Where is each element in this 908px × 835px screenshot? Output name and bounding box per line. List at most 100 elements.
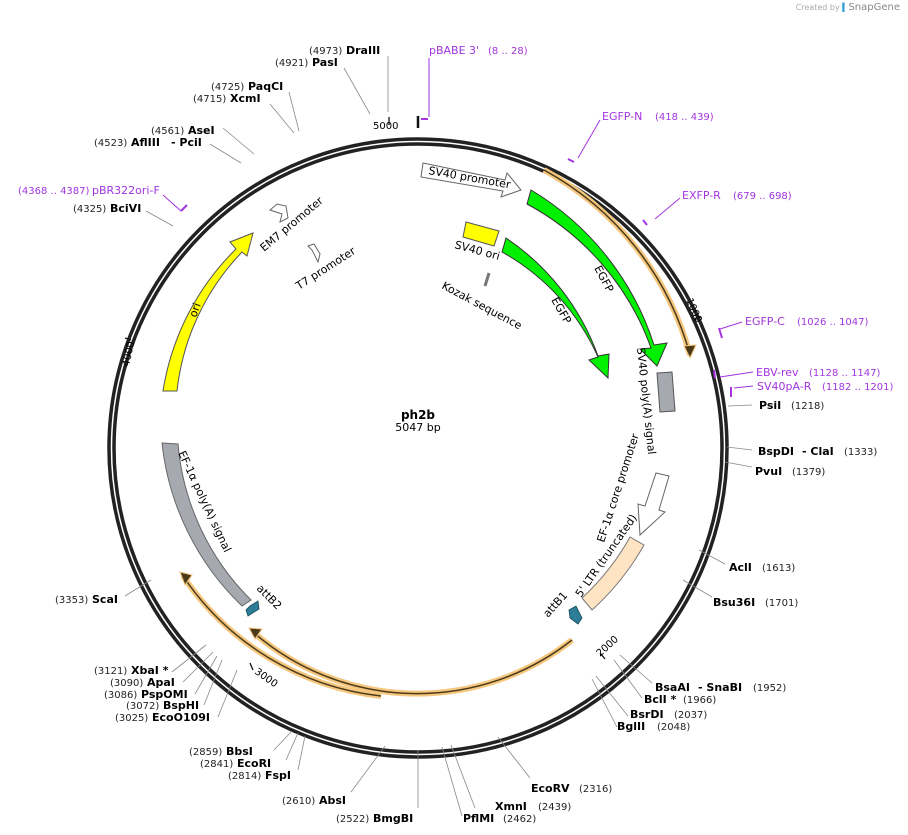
enzyme-name: PflMI xyxy=(463,812,494,825)
enzyme-pos: (3072) xyxy=(126,701,159,712)
snapgene-credit: Created by ▍SnapGene xyxy=(796,2,900,13)
feature-label: EM7 promoter xyxy=(258,194,326,254)
feature-egfp-outer[interactable]: EGFP xyxy=(526,189,668,367)
primer-sv40pa-r[interactable]: SV40pA-R (1182 .. 1201) xyxy=(730,380,894,397)
primer-pbr322ori-f[interactable]: (4368 .. 4387) pBR322ori-F xyxy=(18,184,188,212)
enzyme-name: BsaAI xyxy=(655,681,690,694)
feature-t7-promoter[interactable]: T7 promoter xyxy=(293,243,359,293)
enzyme-afliii-pcii[interactable]: (4523) AflIII - PciI xyxy=(94,136,202,149)
orf-arcs xyxy=(179,167,697,699)
enzyme-asei[interactable]: (4561) AseI xyxy=(151,124,215,137)
enzyme-pos: (1952) xyxy=(753,683,786,694)
enzyme-name: AflIII xyxy=(131,136,160,149)
enzyme-name: EcoRI xyxy=(237,757,271,770)
enzyme-name: ScaI xyxy=(92,593,118,606)
enzyme-pspomi[interactable]: (3086) PspOMI xyxy=(104,688,188,701)
primer-exfp-r[interactable]: EXFP-R (679 .. 698) xyxy=(642,189,792,226)
enzyme-bcivi[interactable]: (4325) BciVI xyxy=(73,202,141,215)
primer-label: EGFP-N xyxy=(602,110,642,123)
feature-em7-promoter[interactable]: EM7 promoter xyxy=(258,194,326,254)
enzyme-acli[interactable]: AclI (1613) xyxy=(729,561,795,574)
enzyme-ecorv[interactable]: EcoRV (2316) xyxy=(531,782,612,795)
enzyme-ecoo109i[interactable]: (3025) EcoO109I xyxy=(115,711,210,724)
feature-sv40-promoter[interactable]: SV40 promoter xyxy=(420,162,522,198)
feature-egfp-inner[interactable]: EGFP xyxy=(501,237,610,380)
enzyme-name: BbsI xyxy=(226,745,253,758)
enzyme-apai[interactable]: (3090) ApaI xyxy=(110,676,175,689)
enzyme-ecori[interactable]: (2841) EcoRI xyxy=(200,757,271,770)
snapgene-logo-icon: ▍ xyxy=(842,3,849,12)
enzyme-bspdi-clai[interactable]: BspDI - ClaI (1333) xyxy=(758,445,877,458)
plasmid-name: ph2b xyxy=(401,408,435,422)
enzyme-pos: (2462) xyxy=(503,814,536,825)
enzyme-pasi[interactable]: (4921) PasI xyxy=(275,56,338,69)
primer-range: (418 .. 439) xyxy=(655,112,714,123)
feature-kozak[interactable]: Kozak sequence xyxy=(440,272,525,332)
enzyme-pos: (1613) xyxy=(762,563,795,574)
enzyme-name: BglII xyxy=(617,720,645,733)
enzyme-name: DraIII xyxy=(346,44,380,57)
enzyme-draiii[interactable]: (4973) DraIII xyxy=(309,44,380,57)
enzyme-psii[interactable]: PsiI (1218) xyxy=(759,399,824,412)
feature-ef1a-polya[interactable]: EF-1α poly(A) signal xyxy=(161,442,252,607)
feature-ori[interactable]: ori xyxy=(162,232,254,392)
enzyme-pos: (2439) xyxy=(538,802,571,813)
enzyme-fspi[interactable]: (2814) FspI xyxy=(228,769,291,782)
enzyme-xmni[interactable]: XmnI (2439) xyxy=(495,800,571,813)
enzyme-xbai[interactable]: (3121) XbaI * xyxy=(94,664,169,677)
credit-brand: SnapGene xyxy=(848,2,900,13)
plasmid-length: 5047 bp xyxy=(395,421,440,434)
tick-3000: 3000 xyxy=(252,666,279,690)
primer-range: (679 .. 698) xyxy=(733,191,792,202)
enzyme-bmgbi[interactable]: (2522) BmgBI xyxy=(336,812,413,825)
enzyme-pos: (2814) xyxy=(228,771,261,782)
enzyme-pos: (1379) xyxy=(792,467,825,478)
enzyme-bsphi[interactable]: (3072) BspHI xyxy=(126,699,199,712)
enzyme-pos: (1218) xyxy=(791,401,824,412)
enzyme-bglii[interactable]: BglII (2048) xyxy=(617,720,690,733)
feature-label: T7 promoter xyxy=(293,244,359,293)
feature-attb2[interactable]: attB2 xyxy=(245,582,284,617)
enzyme-name: AseI xyxy=(188,124,215,137)
enzyme-pflmi[interactable]: PflMI (2462) xyxy=(463,812,536,825)
feature-label: Kozak sequence xyxy=(440,279,525,332)
primer-label: pBR322ori-F xyxy=(92,184,160,197)
enzyme-name: ApaI xyxy=(147,676,175,689)
enzyme-pvui[interactable]: PvuI (1379) xyxy=(755,465,825,478)
enzyme-name: PasI xyxy=(312,56,338,69)
enzyme-pos: (1333) xyxy=(844,447,877,458)
primer-range: (4368 .. 4387) xyxy=(18,186,90,197)
primer-egfp-c[interactable]: EGFP-C (1026 .. 1047) xyxy=(718,315,869,339)
credit-prefix: Created by xyxy=(795,3,840,12)
tick-1000: 1000 xyxy=(683,297,703,325)
primer-label: SV40pA-R xyxy=(757,380,812,393)
enzyme-pos: (4561) xyxy=(151,126,184,137)
enzyme-name: BspHI xyxy=(163,699,199,712)
feature-sv40-ori[interactable]: SV40 ori xyxy=(453,221,501,263)
enzyme-name: BmgBI xyxy=(373,812,413,825)
enzyme-paqci[interactable]: (4725) PaqCI xyxy=(211,80,283,93)
enzyme-name: BciVI xyxy=(110,202,141,215)
enzyme-pos: (3090) xyxy=(110,678,143,689)
enzyme-pos: (3025) xyxy=(115,713,148,724)
enzyme-absi[interactable]: (2610) AbsI xyxy=(282,794,346,807)
primer-pbabe3[interactable]: pBABE 3' (8 .. 28) xyxy=(421,44,528,120)
enzyme-name: PsiI xyxy=(759,399,781,412)
primer-egfp-n[interactable]: EGFP-N (418 .. 439) xyxy=(567,110,714,163)
enzyme-name: BclI * xyxy=(644,693,677,706)
enzyme-bbsi[interactable]: (2859) BbsI xyxy=(189,745,253,758)
enzyme-name: Bsu36I xyxy=(713,596,755,609)
enzyme-pos: (2316) xyxy=(579,784,612,795)
primer-ebv-rev[interactable]: EBV-rev (1128 .. 1147) xyxy=(713,366,881,379)
enzyme-bsaai-snabi[interactable]: BsaAI - SnaBI (1952) xyxy=(655,681,786,694)
enzyme-pos: (2522) xyxy=(336,814,369,825)
enzyme-scai[interactable]: (3353) ScaI xyxy=(55,593,118,606)
enzyme-name: XcmI xyxy=(230,92,261,105)
tick-2000: 2000 xyxy=(595,634,621,659)
enzyme-bcli[interactable]: BclI * (1966) xyxy=(644,693,716,706)
enzyme-bsu36i[interactable]: Bsu36I (1701) xyxy=(713,596,798,609)
enzyme-bsrdi[interactable]: BsrDI (2037) xyxy=(630,708,707,721)
enzyme-xcmi[interactable]: (4715) XcmI xyxy=(193,92,261,105)
feature-label: attB1 xyxy=(541,589,571,620)
